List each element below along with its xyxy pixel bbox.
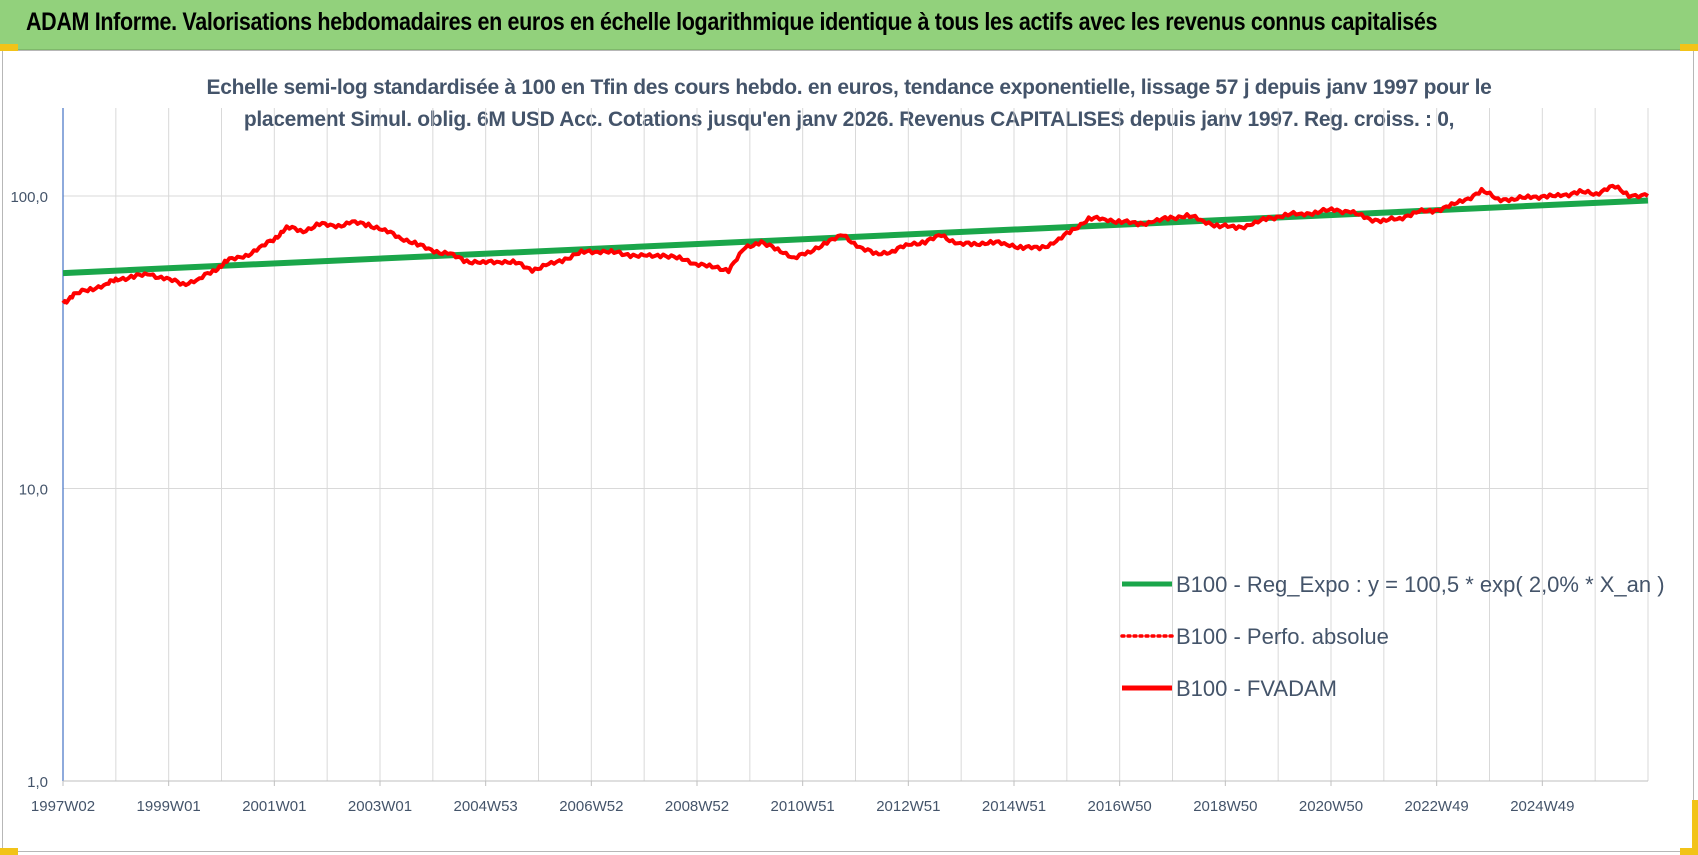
legend-label: B100 - Reg_Expo : y = 100,5 * exp( 2,0% …	[1176, 572, 1665, 597]
x-tick-label: 2001W01	[242, 798, 306, 815]
x-tick-label: 2004W53	[454, 798, 518, 815]
series-layer	[61, 183, 1650, 305]
legend: B100 - Reg_Expo : y = 100,5 * exp( 2,0% …	[1120, 572, 1665, 701]
series-line-reg-expo	[62, 197, 1649, 277]
legend-label: B100 - Perfo. absolue	[1176, 624, 1389, 649]
x-tick-label: 2008W52	[665, 798, 729, 815]
x-tick-label: 2014W51	[982, 798, 1046, 815]
x-tick-label: 2003W01	[348, 798, 412, 815]
x-tick-label: 2012W51	[876, 798, 940, 815]
y-tick-label: 10,0	[19, 482, 48, 499]
resize-handle-right[interactable]	[1692, 800, 1698, 848]
resize-handle-top-right[interactable]	[1680, 44, 1698, 51]
page-title: ADAM Informe. Valorisations hebdomadaire…	[26, 8, 1438, 36]
resize-handle-bottom-right[interactable]	[1680, 848, 1698, 855]
x-tick-label: 2018W50	[1193, 798, 1257, 815]
header-banner: ADAM Informe. Valorisations hebdomadaire…	[0, 0, 1698, 50]
resize-handle-bottom-left[interactable]	[0, 848, 18, 855]
y-tick-label: 100,0	[10, 189, 48, 206]
axis-layer: 1,0 10,0 100,0 1997W02 1999W01 2001W01 2003W01…	[10, 108, 1648, 815]
x-tick-label: 2020W50	[1299, 798, 1363, 815]
x-tick-label: 1997W02	[31, 798, 95, 815]
chart-subtitle-line-1: Echelle semi-log standardisée à 100 en T…	[206, 76, 1492, 99]
legend-label: B100 - FVADAM	[1176, 676, 1337, 701]
x-tick-label: 2016W50	[1088, 798, 1152, 815]
chart-frame	[2, 50, 1694, 852]
x-tick-label: 2006W52	[559, 798, 623, 815]
x-tick-label: 2022W49	[1405, 798, 1469, 815]
series-line-fvadam	[61, 183, 1650, 305]
x-tick-label: 2010W51	[771, 798, 835, 815]
x-tick-label: 1999W01	[137, 798, 201, 815]
x-tick-label: 2024W49	[1510, 798, 1574, 815]
resize-handle-top-left[interactable]	[0, 44, 18, 51]
y-tick-label: 1,0	[27, 774, 48, 791]
chart-subtitle-line-2: placement Simul. oblig. 6M USD Acc. Cota…	[243, 108, 1455, 131]
